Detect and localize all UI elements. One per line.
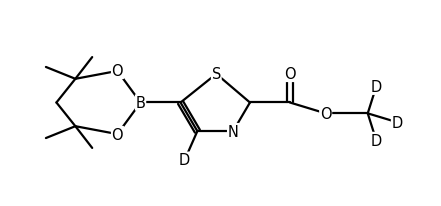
Text: O: O	[320, 106, 332, 121]
Text: D: D	[392, 115, 403, 130]
Text: N: N	[228, 124, 239, 139]
Text: O: O	[284, 67, 296, 82]
Text: B: B	[136, 96, 146, 110]
Text: O: O	[112, 64, 123, 79]
Text: O: O	[112, 127, 123, 142]
Text: S: S	[212, 67, 221, 82]
Text: D: D	[370, 80, 382, 95]
Text: D: D	[370, 133, 382, 148]
Text: D: D	[179, 152, 191, 167]
